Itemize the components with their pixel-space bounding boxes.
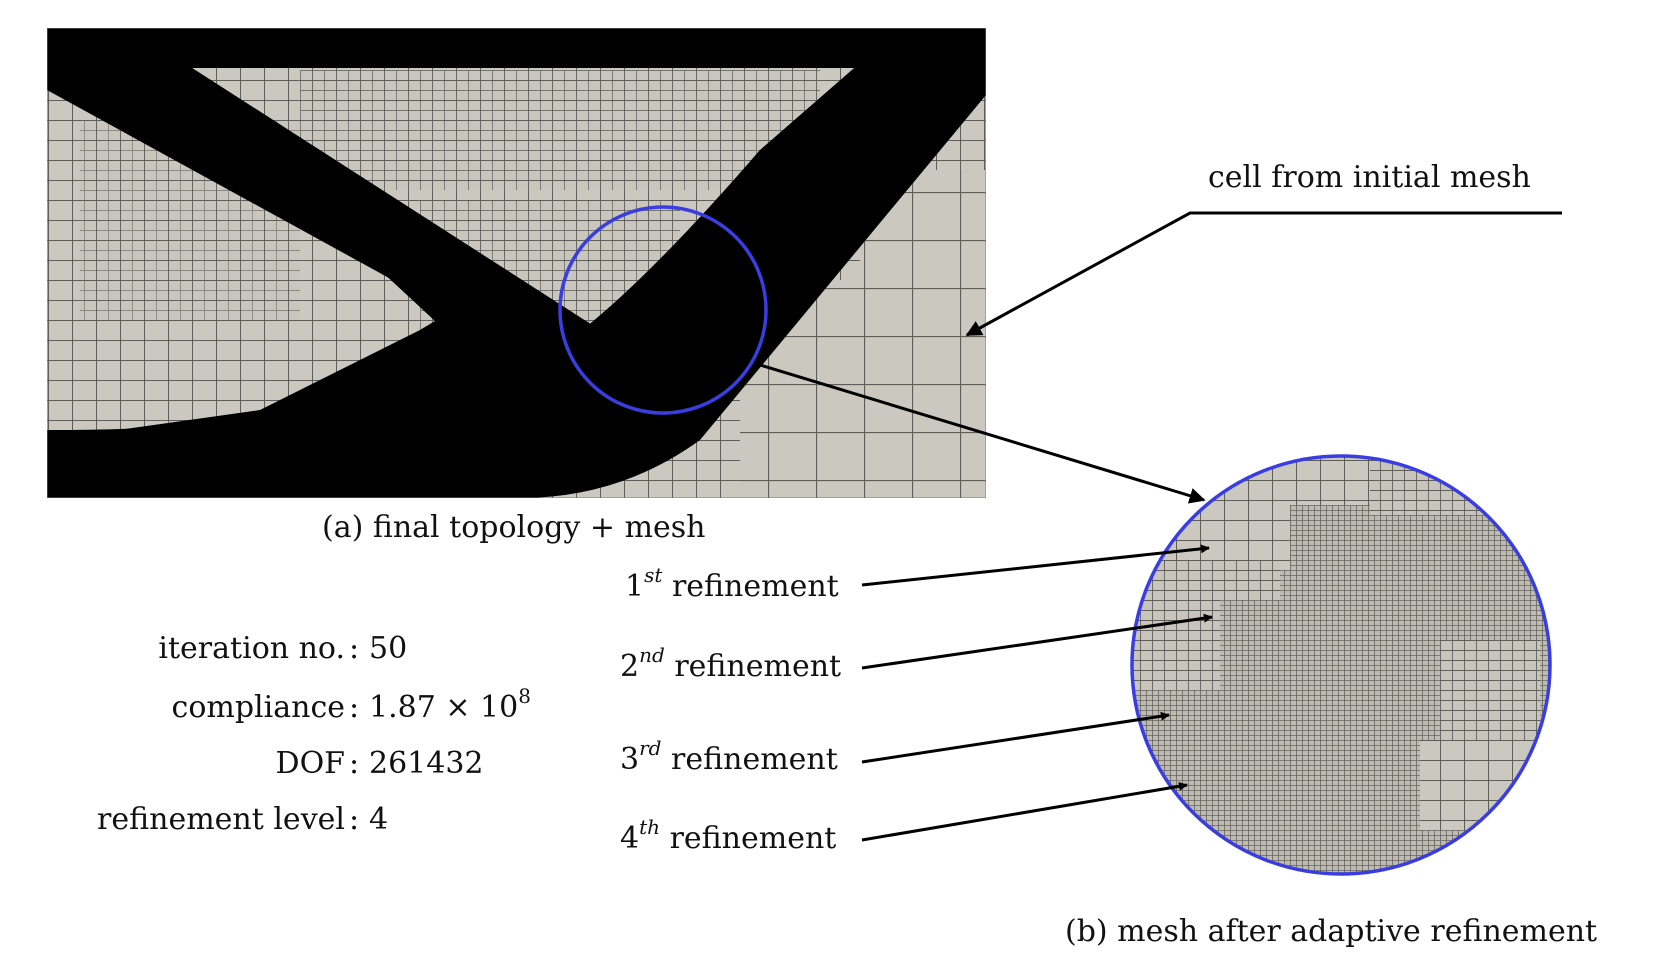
stat-label-compliance: compliance — [171, 690, 345, 725]
stat-colon-compliance: : — [349, 690, 360, 725]
arrow-3rd-refinement — [861, 711, 1170, 764]
annotation-arrows — [756, 211, 1562, 842]
magnified-mesh-panel — [1130, 454, 1552, 876]
magnified-highlight-circle — [1130, 454, 1552, 876]
stat-label-iteration: iteration no. — [158, 631, 345, 666]
zoom-region-circle — [558, 205, 768, 415]
arrow-2nd-refinement — [861, 613, 1213, 670]
refinement-label-3: 3rd refinement — [620, 736, 838, 777]
zoom-connector-arrow — [756, 362, 1206, 504]
stat-colon-dof: : — [349, 746, 360, 781]
stat-value-dof: 261432 — [369, 746, 484, 781]
arrow-1st-refinement — [861, 544, 1210, 587]
caption-a: (a) final topology + mesh — [322, 510, 706, 545]
topology-mesh-panel — [47, 28, 986, 498]
initial-cell-arrow — [965, 211, 1562, 337]
refinement-label-1: 1st refinement — [625, 563, 839, 604]
stat-colon-iteration: : — [349, 631, 360, 666]
stat-colon-refinement-level: : — [349, 802, 360, 837]
material-topology — [47, 28, 986, 498]
refinement-label-4: 4th refinement — [620, 815, 837, 856]
caption-b: (b) mesh after adaptive refinement — [1065, 914, 1598, 949]
stat-value-refinement-level: 4 — [369, 802, 389, 837]
arrow-4th-refinement — [861, 781, 1188, 842]
stat-value-iteration: 50 — [369, 631, 408, 666]
stat-label-dof: DOF — [275, 746, 345, 781]
initial-cell-label: cell from initial mesh — [1208, 160, 1531, 195]
refinement-label-2: 2nd refinement — [620, 643, 842, 684]
stat-value-compliance: 1.87 × 108 — [369, 684, 531, 725]
stat-label-refinement-level: refinement level — [97, 802, 345, 837]
